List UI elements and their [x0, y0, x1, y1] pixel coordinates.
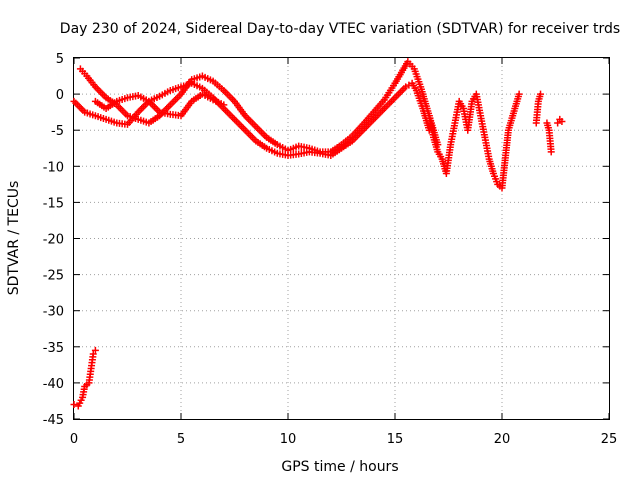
y-axis-label: SDTVAR / TECUs — [6, 181, 22, 296]
x-tick-label: 15 — [387, 432, 404, 447]
x-tick-label: 20 — [494, 432, 511, 447]
data-point-segment-22 — [537, 90, 545, 98]
data-point-track-c — [220, 101, 228, 109]
y-tick-label: 0 — [56, 88, 64, 103]
grid-lines — [74, 58, 609, 419]
y-tick-label: -5 — [51, 124, 64, 139]
data-points — [70, 58, 566, 410]
data-point-segment-23 — [558, 118, 566, 126]
x-tick-label: 0 — [70, 432, 78, 447]
data-point-scatter-late — [515, 90, 523, 98]
y-tick-label: 5 — [56, 52, 64, 67]
data-point-segment-start-low — [89, 350, 97, 358]
y-tick-label: -25 — [43, 269, 64, 284]
y-tick-label: -10 — [43, 160, 64, 175]
y-tick-label: -20 — [43, 233, 64, 248]
y-tick-label: -15 — [43, 196, 64, 211]
y-tick-label: -40 — [43, 377, 64, 392]
data-point-segment-start-low — [91, 346, 99, 354]
chart-title: Day 230 of 2024, Sidereal Day-to-day VTE… — [60, 21, 620, 37]
plot-frame — [73, 57, 610, 420]
x-tick-label: 10 — [280, 432, 297, 447]
data-point-segment-23 — [554, 119, 562, 127]
y-tick-label: -35 — [43, 341, 64, 356]
y-tick-label: -45 — [43, 413, 64, 428]
y-tick-label: -30 — [43, 305, 64, 320]
data-point-segment-22-5 — [547, 148, 555, 156]
x-tick-label: 25 — [601, 432, 618, 447]
data-point-segment-start-low — [70, 401, 78, 409]
axis-ticks: 0 5 10 15 20 25 5 0 -5 -10 -15 -20 -25 -30 -35 -40 -45 — [43, 52, 618, 447]
x-axis-label: GPS time / hours — [281, 459, 398, 475]
x-tick-label: 5 — [177, 432, 185, 447]
